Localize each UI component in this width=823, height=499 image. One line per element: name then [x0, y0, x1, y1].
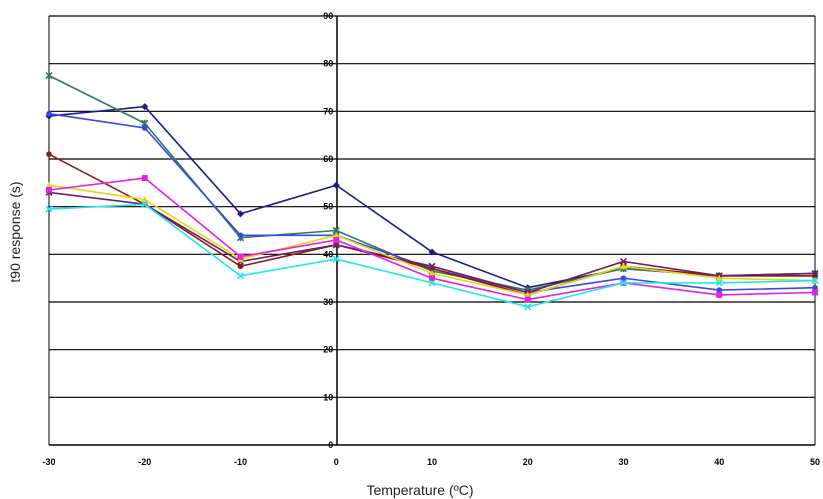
data-point	[237, 232, 244, 239]
data-point	[237, 263, 244, 270]
series-2	[45, 72, 819, 294]
data-point	[141, 175, 148, 182]
series-1	[45, 103, 819, 292]
data-point	[619, 257, 628, 266]
data-point	[715, 274, 723, 282]
gridlines	[49, 15, 815, 398]
y-tick-label: 50	[323, 202, 333, 212]
data-point	[141, 196, 149, 203]
data-point	[141, 200, 149, 208]
x-tick-label: 30	[618, 457, 628, 467]
data-point	[428, 248, 436, 256]
data-point	[428, 279, 436, 287]
data-point	[332, 181, 340, 189]
data-point	[46, 186, 52, 193]
data-point	[428, 262, 436, 270]
data-point	[237, 253, 244, 260]
x-tick-label: 20	[523, 457, 533, 467]
data-point	[619, 279, 628, 287]
data-point	[428, 269, 436, 277]
x-tick-label: -10	[234, 457, 247, 467]
x-tick-label: -30	[42, 457, 55, 467]
data-point	[333, 237, 340, 244]
data-point	[812, 289, 818, 296]
data-point	[45, 72, 53, 80]
x-tick-label: 40	[714, 457, 724, 467]
series-line	[48, 203, 816, 308]
data-point	[812, 284, 818, 291]
x-tick-labels: -30 -20 -10 0 10 20 30 40 50	[42, 457, 820, 467]
series-8	[45, 200, 819, 311]
y-tick-label: 20	[323, 345, 333, 355]
data-point	[715, 279, 723, 287]
data-point	[237, 210, 244, 218]
series-line	[48, 105, 816, 289]
data-point	[332, 231, 340, 239]
data-point	[429, 275, 435, 282]
data-point	[716, 287, 723, 293]
y-tick-label: 10	[323, 392, 333, 402]
x-tick-label: 10	[427, 457, 437, 467]
series-group	[45, 72, 819, 311]
data-point	[141, 125, 148, 131]
y-tick-label: 60	[323, 154, 333, 164]
y-axis-title: t90 response (s)	[7, 181, 23, 282]
y-tick-label: 40	[323, 249, 333, 259]
data-point	[45, 181, 53, 189]
axes	[48, 16, 816, 446]
y-tick-label: 30	[323, 297, 333, 307]
x-tick-label: 0	[334, 457, 339, 467]
y-tick-labels: 0 10 20 30 40 50 60 70 80 90	[323, 11, 333, 450]
y-tick-label: 70	[323, 106, 333, 116]
data-point	[524, 291, 532, 298]
series-line	[48, 177, 816, 301]
data-point	[524, 303, 532, 311]
x-tick-label: -20	[138, 457, 151, 467]
data-point	[524, 296, 531, 303]
data-point	[620, 275, 627, 281]
x-tick-label: 50	[810, 457, 820, 467]
data-point	[332, 255, 340, 263]
data-point	[811, 276, 819, 285]
y-tick-label: 90	[323, 11, 333, 21]
x-axis-title: Temperature (ºC)	[366, 482, 473, 498]
data-point	[45, 205, 53, 213]
y-tick-label: 0	[328, 440, 333, 450]
y-tick-label: 80	[323, 59, 333, 69]
data-point	[811, 269, 819, 277]
data-point	[141, 103, 149, 111]
data-point	[236, 272, 245, 280]
data-point	[620, 262, 627, 270]
data-point	[46, 151, 52, 158]
series-line	[48, 74, 815, 291]
data-point	[46, 110, 52, 117]
data-point	[716, 291, 723, 298]
